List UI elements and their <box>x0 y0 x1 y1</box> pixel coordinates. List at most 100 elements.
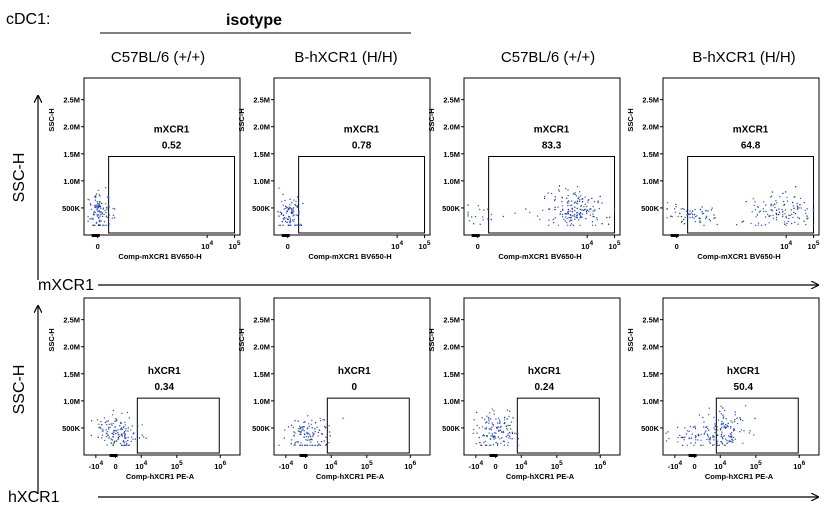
event-dot <box>798 217 800 220</box>
event-dot <box>733 436 735 439</box>
y-tick-label: 500K <box>252 424 271 433</box>
event-dot <box>724 426 727 428</box>
x-tick-label: 104 <box>714 460 726 471</box>
event-dot <box>506 429 509 431</box>
event-dot <box>721 422 723 425</box>
event-dot <box>570 210 572 212</box>
event-dot <box>325 444 327 446</box>
event-dot <box>106 431 109 433</box>
event-dot <box>684 436 686 438</box>
event-dot <box>104 439 106 442</box>
event-dot <box>286 221 288 224</box>
event-dot <box>303 426 305 428</box>
event-dot <box>770 203 772 205</box>
event-dot <box>800 207 802 209</box>
event-dot <box>514 212 516 214</box>
event-dot <box>94 212 96 214</box>
event-dot <box>675 206 677 208</box>
event-dot <box>99 211 101 213</box>
event-dot <box>92 224 94 226</box>
event-dot <box>114 208 116 210</box>
event-dot <box>485 444 488 446</box>
event-dot <box>720 433 723 435</box>
event-dot <box>111 414 114 416</box>
event-dot <box>472 428 475 431</box>
y-axis-label: SSC-H <box>47 108 56 131</box>
event-dot <box>108 197 110 199</box>
event-dot <box>797 216 799 219</box>
event-dot <box>772 214 774 217</box>
x-tick-label: 106 <box>214 460 226 471</box>
event-dot <box>554 206 556 208</box>
event-dot <box>686 430 689 432</box>
event-dot <box>298 210 300 213</box>
event-dot <box>130 440 132 443</box>
event-dot <box>706 438 708 441</box>
event-dot <box>587 201 589 203</box>
event-dot <box>102 428 104 430</box>
event-dot <box>731 439 734 441</box>
x-tick-label: 0 <box>476 242 480 251</box>
event-dot <box>297 420 299 422</box>
event-dot <box>726 424 728 427</box>
x-tick-label: 105 <box>551 460 563 471</box>
event-dot <box>289 219 292 221</box>
event-dot <box>730 427 732 429</box>
event-dot <box>547 192 549 194</box>
event-dot <box>613 208 616 211</box>
event-dot <box>285 212 288 214</box>
event-dot <box>554 217 556 219</box>
event-dot <box>759 210 762 212</box>
event-dot <box>776 213 778 216</box>
event-dot <box>667 431 669 433</box>
event-dot <box>574 201 576 203</box>
x-tick-label: 106 <box>594 460 606 471</box>
event-dot <box>302 428 304 430</box>
y-tick-label: 500K <box>641 424 660 433</box>
event-dots <box>666 186 815 226</box>
event-dot <box>807 217 809 219</box>
x-tick-label: 0 <box>494 462 498 471</box>
event-dot <box>690 437 692 439</box>
event-dot <box>90 434 93 437</box>
event-dot <box>728 435 730 437</box>
y-tick-label: 1.0M <box>443 397 460 406</box>
event-dot <box>484 444 487 446</box>
event-dot <box>307 436 310 438</box>
column-header: B-hXCR1 (H/H) <box>692 49 795 66</box>
event-dot <box>101 437 103 439</box>
y-axis-arrow-label: SSC-H <box>11 365 28 415</box>
event-dot <box>123 431 126 433</box>
event-dot <box>485 428 488 430</box>
event-dot <box>134 438 136 440</box>
event-dot <box>501 437 503 439</box>
gate-value: 0.52 <box>162 141 182 152</box>
event-dot <box>499 426 501 429</box>
event-dot <box>792 216 794 219</box>
event-dot <box>130 429 132 431</box>
event-dot <box>693 217 695 219</box>
event-dot <box>720 413 722 415</box>
event-dot <box>102 224 105 226</box>
event-dot <box>726 440 728 442</box>
event-dot <box>106 224 108 226</box>
zero-marker <box>91 234 100 237</box>
event-dot <box>576 215 578 217</box>
event-dot <box>730 420 732 422</box>
event-dot <box>97 205 99 208</box>
y-tick-label: 2.5M <box>253 316 270 325</box>
event-dot <box>328 442 330 444</box>
event-dot <box>812 208 815 210</box>
event-dot <box>314 428 316 430</box>
event-dot <box>698 434 700 437</box>
event-dot <box>711 207 713 209</box>
event-dot <box>717 444 719 446</box>
event-dot <box>476 424 478 427</box>
event-dot <box>122 440 125 442</box>
event-dot <box>579 208 581 211</box>
event-dot <box>560 210 562 213</box>
zero-marker <box>471 234 480 237</box>
event-dot <box>124 435 126 437</box>
y-tick-label: 1.5M <box>443 150 460 159</box>
event-dot <box>734 438 737 440</box>
